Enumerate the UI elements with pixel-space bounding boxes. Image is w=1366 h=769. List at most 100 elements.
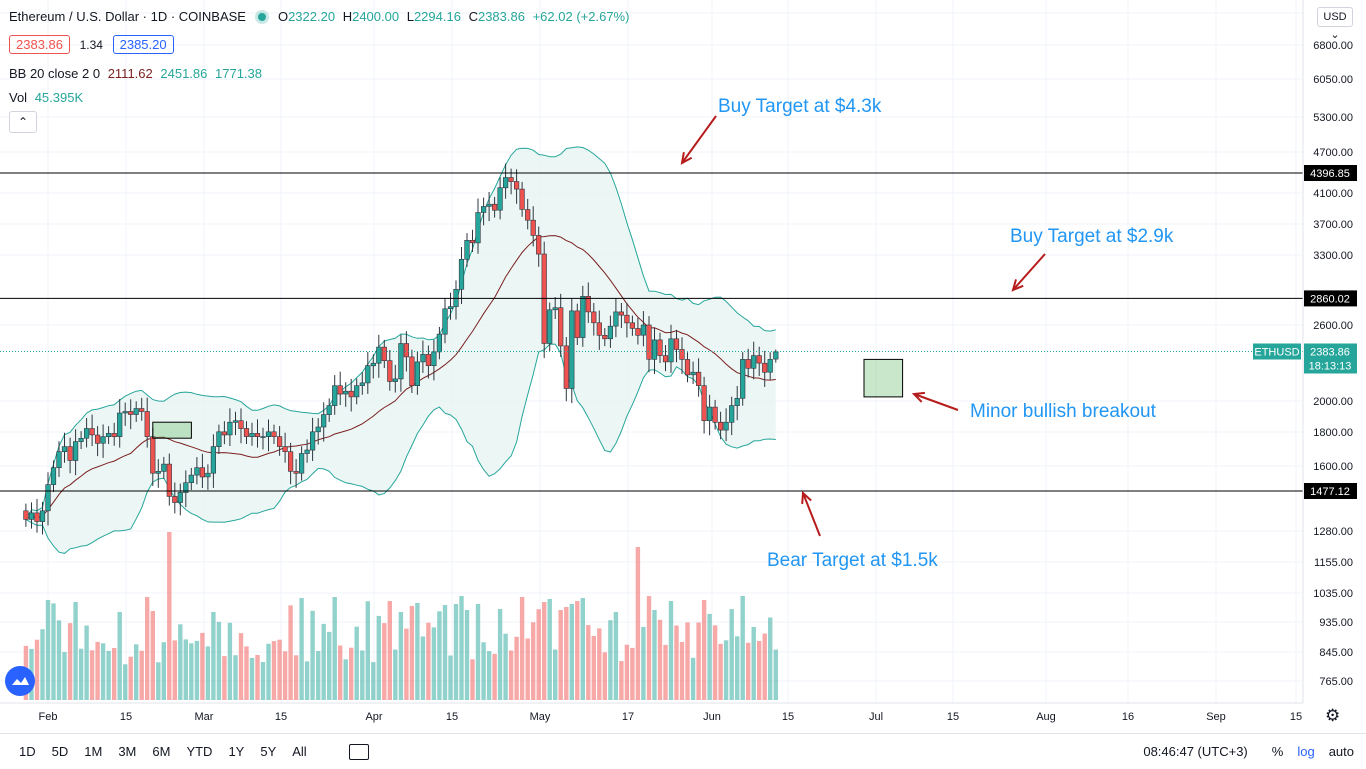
volume-bar [746, 642, 751, 700]
clock[interactable]: 08:46:47 (UTC+3) [1143, 744, 1248, 759]
candle-body [734, 397, 740, 406]
volume-legend[interactable]: Vol 45.395K [9, 90, 83, 105]
volume-bar [580, 598, 585, 700]
price-scale[interactable]: 7...6800.006050.005300.004700.004100.003… [1302, 0, 1353, 703]
annotation-arrow-line[interactable] [802, 492, 821, 537]
volume-bar [558, 610, 563, 700]
log-scale-toggle[interactable]: log [1297, 744, 1315, 759]
chart-canvas[interactable]: Buy Target at $4.3k Buy Target at $2.9k … [0, 0, 1366, 733]
ohlc-values: O2322.20 H2400.00 L2294.16 C2383.86 +62.… [277, 9, 630, 24]
timeframe-1m[interactable]: 1M [84, 744, 103, 759]
candle-body [199, 467, 206, 478]
sell-button[interactable]: 2383.86 [9, 35, 70, 54]
volume-bar [216, 621, 222, 700]
symbol-title[interactable]: Ethereum / U.S. Dollar · 1D · COINBASE [9, 9, 246, 24]
volume-bar [514, 636, 519, 700]
annotation-buy-target-high[interactable]: Buy Target at $4.3k [718, 96, 882, 117]
rectangle-drawings[interactable] [152, 358, 904, 439]
candle-body [635, 328, 641, 336]
timeframe-6m[interactable]: 6M [152, 744, 171, 759]
timeframe-ytd[interactable]: YTD [186, 744, 213, 759]
spread-value: 1.34 [79, 38, 103, 52]
buy-button[interactable]: 2385.20 [112, 35, 174, 54]
volume-bar [354, 626, 359, 700]
candle-body [447, 306, 454, 310]
volume-bar [404, 628, 409, 700]
volume-bar [288, 605, 293, 700]
volume-bar [630, 647, 635, 700]
volume-bar [260, 662, 266, 700]
candle-body [673, 338, 680, 350]
volume-bar [663, 644, 668, 700]
volume-bar [657, 619, 663, 700]
candle-body [475, 212, 481, 244]
percent-scale-toggle[interactable]: % [1271, 744, 1284, 759]
level-price-tag-text: 1477.12 [1310, 486, 1350, 498]
candle-body [717, 421, 724, 431]
annotation-arrow-head [801, 490, 812, 505]
time-tick-label: 15 [275, 711, 287, 723]
annotation-arrow-line[interactable] [1012, 253, 1046, 291]
volume-bar [365, 601, 370, 700]
volume-bar [112, 648, 117, 700]
volume-bar [586, 625, 591, 700]
volume-bar [646, 596, 652, 700]
volume-bar [172, 640, 177, 700]
gear-icon[interactable]: ⚙ [1325, 706, 1341, 725]
candle-body [287, 451, 294, 472]
volume-bar [437, 611, 442, 700]
timeframe-1y[interactable]: 1Y [228, 744, 245, 759]
candle-body [227, 421, 233, 436]
candle-body [265, 431, 272, 437]
volume-bar [608, 620, 613, 700]
date-range-icon[interactable] [348, 743, 369, 760]
rectangle-drawing[interactable] [863, 358, 904, 398]
tradingview-logo-icon[interactable] [5, 666, 35, 696]
time-tick-label: Jun [703, 711, 721, 723]
candle-body [420, 354, 426, 363]
candle-body [45, 484, 51, 512]
annotation-arrows[interactable] [680, 115, 1046, 537]
chevron-up-icon[interactable]: ⌃ [9, 111, 37, 133]
volume-bar [227, 622, 233, 700]
timeframe-all[interactable]: All [292, 744, 307, 759]
volume-bar [613, 612, 619, 700]
candle-body [745, 359, 751, 369]
market-status-icon[interactable] [257, 13, 266, 21]
candle-body [602, 334, 608, 340]
timeframe-1d[interactable]: 1D [19, 744, 36, 759]
volume-bar [448, 655, 453, 700]
annotation-bear-target[interactable]: Bear Target at $1.5k [767, 550, 938, 571]
price-tick-label: 3300.00 [1313, 250, 1353, 262]
annotation-arrow-line[interactable] [681, 115, 717, 164]
volume-bar [67, 623, 73, 700]
annotation-buy-target-low[interactable]: Buy Target at $2.9k [1010, 226, 1174, 247]
annotation-texts[interactable]: Buy Target at $4.3k Buy Target at $2.9k … [718, 96, 1174, 571]
time-scale[interactable]: Feb 15 Mar 15 Apr 15 May 17 Jun 15 Jul 15 Aug 16 Sep 15 [0, 702, 1303, 723]
candle-body [491, 203, 498, 211]
currency-button[interactable]: USD ⌄ [1317, 7, 1353, 41]
volume-bar [773, 649, 778, 700]
candle-body [293, 471, 299, 474]
annotation-minor-breakout[interactable]: Minor bullish breakout [970, 401, 1157, 422]
auto-scale-toggle[interactable]: auto [1328, 744, 1354, 759]
candle-body [23, 510, 29, 520]
bollinger-legend[interactable]: BB 20 close 2 0 2111.62 2451.86 1771.38 [9, 66, 262, 81]
volume-bar [45, 600, 51, 700]
horizontal-levels[interactable] [0, 172, 1303, 492]
annotation-arrow-line[interactable] [913, 393, 959, 411]
price-tick-label: 1155.00 [1314, 557, 1353, 569]
timeframe-5d[interactable]: 5D [51, 744, 69, 759]
timeframe-3m[interactable]: 3M [118, 744, 137, 759]
volume-bar [553, 649, 558, 700]
volume-bar [679, 642, 685, 700]
rectangle-drawing[interactable] [152, 421, 192, 439]
timeframe-5y[interactable]: 5Y [260, 744, 277, 759]
candle-body [558, 307, 564, 347]
candle-body [172, 496, 178, 503]
volume-bar [360, 650, 365, 700]
candle-body [56, 451, 62, 469]
volume-bar [145, 597, 150, 700]
candle-body [122, 411, 128, 414]
volume-bar [304, 661, 310, 700]
